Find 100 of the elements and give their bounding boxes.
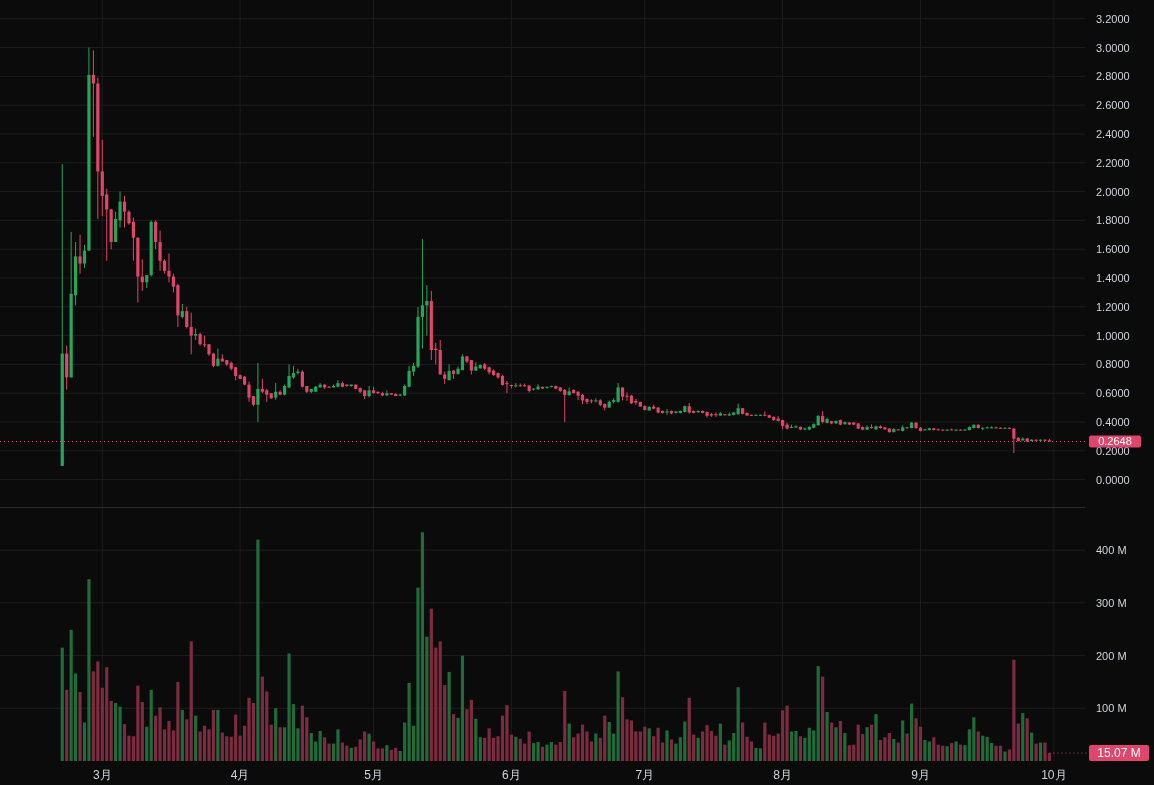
- bar: [563, 690, 567, 761]
- x-tick-label: 3月: [92, 768, 112, 782]
- bar: [834, 727, 838, 761]
- y-tick-label: 100 M: [1096, 702, 1127, 715]
- bar: [60, 647, 64, 761]
- bar: [118, 706, 122, 761]
- bar: [527, 731, 531, 761]
- bar: [140, 701, 144, 761]
- bar: [1016, 723, 1020, 761]
- y-tick-label: 200 M: [1096, 649, 1127, 662]
- bar: [736, 687, 740, 761]
- bar: [167, 720, 171, 761]
- bar: [683, 721, 687, 761]
- bar: [669, 739, 674, 761]
- bar: [260, 676, 264, 761]
- bar: [287, 653, 291, 761]
- bar: [603, 715, 607, 761]
- x-tick-label: 8月: [773, 768, 792, 782]
- bar: [754, 747, 758, 761]
- bar: [363, 731, 367, 761]
- bar: [1030, 732, 1034, 761]
- bar: [114, 703, 118, 761]
- bar: [354, 746, 358, 761]
- bar: [469, 699, 473, 761]
- bar: [874, 714, 878, 761]
- bar: [883, 737, 887, 761]
- bar: [122, 724, 127, 761]
- bar: [438, 641, 442, 761]
- bar: [407, 682, 411, 761]
- y-tick-label: 2.4000: [1096, 127, 1130, 140]
- bar: [865, 727, 869, 761]
- bar: [772, 735, 776, 761]
- bar: [567, 723, 571, 761]
- bar: [798, 736, 803, 761]
- bar: [202, 725, 207, 761]
- bar: [371, 741, 376, 761]
- bar: [594, 733, 598, 761]
- y-tick-label: 2.2000: [1096, 156, 1130, 169]
- y-tick-label: 1.8000: [1096, 214, 1130, 227]
- bar: [474, 718, 478, 761]
- y-tick-label: 0.0000: [1096, 473, 1130, 486]
- bar: [749, 741, 754, 761]
- bar: [149, 689, 153, 761]
- bar: [1003, 751, 1007, 761]
- bar: [225, 736, 229, 761]
- bar: [194, 715, 198, 761]
- bar: [723, 744, 727, 761]
- bar: [856, 724, 860, 761]
- bar: [278, 727, 282, 761]
- bar: [958, 744, 963, 761]
- bar: [514, 736, 518, 761]
- bar: [972, 717, 976, 761]
- bar: [349, 747, 353, 761]
- bar: [540, 746, 545, 761]
- bar: [945, 746, 949, 761]
- bar: [247, 697, 251, 761]
- bar: [976, 731, 980, 761]
- bar: [705, 725, 709, 761]
- bar: [234, 714, 238, 761]
- y-tick-label: 2.8000: [1096, 70, 1130, 83]
- bar: [923, 739, 927, 761]
- bar: [487, 728, 491, 761]
- x-tick-label: 6月: [502, 768, 521, 782]
- bar: [385, 745, 389, 761]
- bar: [985, 736, 989, 761]
- bar: [869, 724, 874, 761]
- bar: [69, 629, 73, 761]
- bar: [394, 747, 398, 761]
- bar: [696, 737, 700, 761]
- bar: [478, 737, 482, 761]
- bar: [318, 730, 322, 761]
- bar: [741, 722, 745, 761]
- bar: [532, 743, 536, 761]
- bar: [643, 726, 647, 761]
- bar: [340, 742, 344, 761]
- bar: [718, 723, 722, 761]
- bar: [1034, 743, 1038, 761]
- bar: [892, 738, 896, 761]
- bar: [185, 719, 189, 761]
- bar: [380, 748, 385, 761]
- bar: [447, 671, 451, 761]
- bar: [807, 727, 811, 761]
- x-tick-label: 7月: [635, 768, 655, 782]
- bar: [109, 700, 113, 761]
- bar: [656, 727, 660, 761]
- bar: [189, 641, 193, 761]
- bar: [309, 733, 313, 761]
- bar: [789, 731, 794, 761]
- bar: [629, 720, 634, 761]
- bar: [1038, 742, 1043, 761]
- x-tick-label: 5月: [364, 768, 383, 782]
- bar: [460, 655, 465, 761]
- bar: [420, 532, 425, 761]
- bar: [549, 742, 553, 761]
- bar: [105, 667, 109, 761]
- y-tick-label: 2.6000: [1096, 99, 1130, 112]
- bar: [687, 697, 691, 761]
- bar: [274, 708, 278, 761]
- bar: [345, 745, 349, 761]
- bar: [887, 733, 891, 761]
